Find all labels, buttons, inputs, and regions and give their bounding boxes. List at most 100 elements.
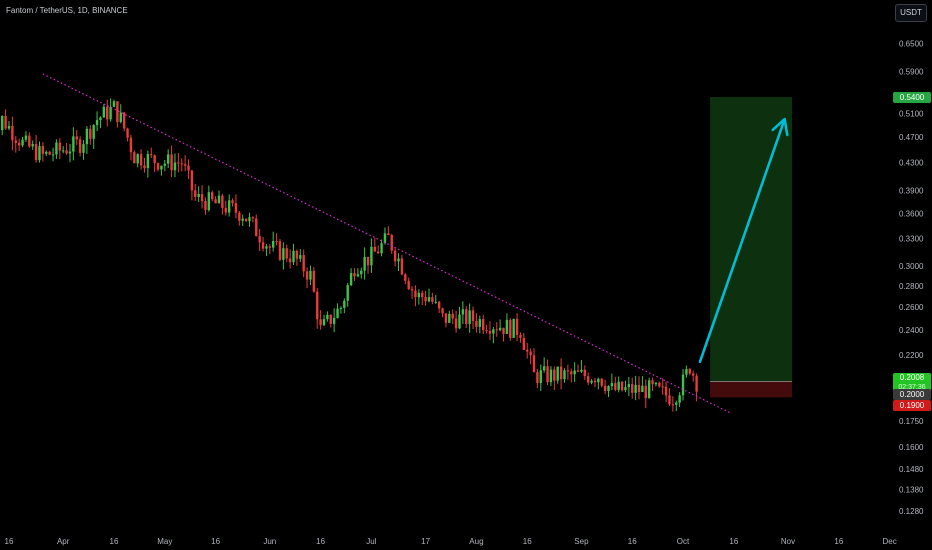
chart-title: Fantom / TetherUS, 1D, BINANCE — [6, 6, 128, 15]
candle-body — [271, 241, 275, 248]
candle-body — [410, 289, 414, 291]
x-tick-label: Nov — [781, 537, 795, 546]
candle-body — [122, 112, 126, 129]
candle-body — [448, 313, 451, 323]
candle-body — [370, 246, 373, 266]
candle-body — [637, 384, 641, 392]
candle-body — [691, 373, 695, 376]
candle-body — [661, 386, 664, 388]
candle-body — [129, 137, 133, 153]
candle-body — [109, 106, 112, 120]
candle-body — [336, 308, 339, 318]
candle-body — [600, 378, 603, 386]
candle-body — [603, 385, 607, 391]
time-axis[interactable]: 16 Apr 16 May 16 Jun 16 Jul 17 Aug 16 Sep 16 Oct 16 Nov… — [5, 537, 897, 546]
candle-body — [563, 370, 566, 380]
candle-body — [319, 319, 322, 326]
candle-body — [282, 248, 285, 260]
candle-body — [654, 382, 658, 385]
candle-body — [542, 366, 546, 371]
trendline[interactable] — [42, 73, 731, 414]
candle-body — [316, 291, 319, 320]
candle-body — [573, 370, 576, 375]
candle-body — [349, 273, 353, 286]
stop-loss-zone[interactable] — [710, 381, 793, 398]
candle-body — [231, 200, 234, 204]
candle-body — [583, 369, 587, 377]
candle-body — [481, 319, 485, 331]
candle-body — [48, 151, 51, 155]
candle-body — [580, 369, 583, 372]
candle-body — [251, 217, 255, 219]
candle-body — [234, 203, 238, 213]
candle-body — [498, 327, 502, 331]
candle-body — [224, 207, 227, 213]
y-tick-label: 0.4700 — [899, 133, 924, 142]
x-tick-label: 16 — [211, 537, 220, 546]
candle-body — [393, 250, 397, 262]
candle-body — [177, 162, 180, 164]
candle-body — [617, 381, 620, 390]
currency-selector-button[interactable]: USDT — [895, 4, 927, 22]
candle-body — [380, 243, 383, 254]
candle-body — [183, 164, 187, 166]
arrow-head — [771, 117, 789, 137]
candle-body — [156, 163, 160, 170]
x-tick-label: 16 — [628, 537, 637, 546]
candle-body — [451, 313, 454, 319]
candle-body — [160, 165, 163, 170]
y-tick-label: 0.1280 — [899, 507, 924, 516]
candle-body — [437, 301, 441, 309]
entry-price-tag: 0.2000 — [893, 388, 931, 400]
projection-arrow[interactable] — [698, 117, 786, 364]
candle-body — [95, 120, 99, 126]
candle-body — [346, 285, 349, 301]
x-tick-label: Jul — [366, 537, 376, 546]
x-tick-label: 16 — [834, 537, 843, 546]
candle-body — [586, 376, 590, 383]
candle-body — [92, 125, 95, 139]
candle-body — [539, 370, 542, 384]
candle-body — [624, 387, 627, 391]
candle-body — [407, 280, 410, 290]
candle-body — [112, 101, 116, 107]
candle-body — [82, 144, 85, 153]
candle-body — [431, 297, 434, 302]
candle-body — [136, 154, 139, 164]
candle-body — [312, 270, 316, 292]
candle-body — [597, 378, 600, 383]
candle-body — [221, 195, 224, 208]
profit-zone[interactable] — [710, 97, 793, 382]
candle-body — [485, 330, 488, 332]
candle-body — [651, 380, 654, 385]
candles-layer — [0, 98, 698, 412]
price-axis[interactable]: 0.6500 0.5900 0.5100 0.4700 0.4300 0.3900 0.36… — [899, 40, 924, 516]
candle-body — [197, 194, 200, 197]
candle-body — [397, 258, 400, 262]
y-tick-label: 0.1600 — [899, 443, 924, 452]
candle-body — [299, 255, 302, 259]
current-price-tag: 0.2008 02:37:36 — [893, 373, 931, 394]
candle-body — [207, 192, 211, 211]
candle-body — [475, 321, 478, 327]
candle-body — [536, 372, 539, 384]
candle-body — [170, 154, 173, 171]
candle-body — [620, 381, 624, 391]
candle-body — [593, 380, 597, 383]
candle-body — [404, 274, 407, 281]
x-tick-label: 16 — [5, 537, 14, 546]
candle-body — [278, 241, 282, 260]
candle-body — [85, 128, 89, 145]
candle-body — [241, 218, 244, 221]
candle-body — [173, 162, 177, 171]
candle-body — [505, 319, 509, 334]
y-tick-label: 0.5100 — [899, 109, 924, 118]
candle-body — [288, 258, 292, 263]
candle-body — [553, 369, 556, 381]
candle-body — [258, 236, 261, 243]
candle-body — [322, 319, 326, 326]
y-tick-label: 0.2400 — [899, 326, 924, 335]
candle-body — [356, 274, 360, 277]
y-tick-label: 0.6500 — [899, 40, 924, 49]
